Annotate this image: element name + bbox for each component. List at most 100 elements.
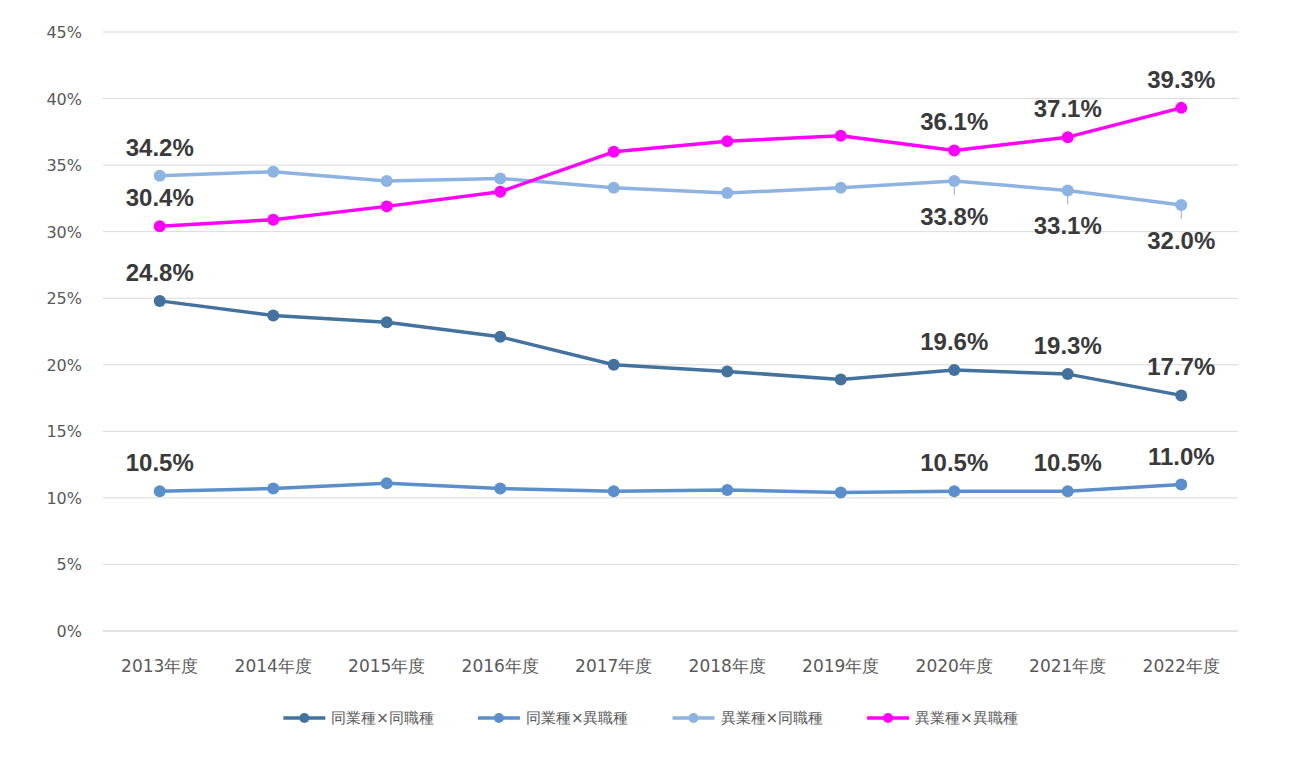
series-marker: [835, 487, 847, 499]
series-marker: [381, 200, 393, 212]
x-tick-label: 2014年度: [235, 656, 312, 676]
series-marker: [494, 483, 506, 495]
series-marker: [835, 130, 847, 142]
y-tick-label: 10%: [46, 489, 82, 508]
y-tick-label: 30%: [46, 223, 82, 242]
series-marker: [494, 331, 506, 343]
series-marker: [721, 135, 733, 147]
data-label: 19.3%: [1034, 332, 1102, 359]
y-tick-label: 45%: [46, 23, 82, 42]
series-marker: [608, 182, 620, 194]
legend: 同業種×同職種 同業種×異職種 異業種×同職種 異業種×異職種: [283, 709, 1017, 727]
data-label: 30.4%: [126, 184, 194, 211]
series-marker: [721, 187, 733, 199]
data-label: 11.0%: [1148, 443, 1215, 470]
x-tick-label: 2022年度: [1143, 656, 1220, 676]
legend-label: 同業種×異職種: [526, 709, 629, 727]
data-label: 24.8%: [126, 259, 194, 286]
legend-item: 異業種×異職種: [867, 709, 1018, 727]
grid-line: [103, 631, 1238, 632]
series-line: [160, 108, 1182, 226]
y-tick-label: 0%: [57, 622, 82, 641]
series-marker: [494, 186, 506, 198]
leader-line: [1181, 211, 1182, 219]
series-marker: [721, 365, 733, 377]
series-marker: [381, 316, 393, 328]
grid-line: [103, 32, 1238, 33]
series-marker: [267, 166, 279, 178]
y-tick-label: 15%: [46, 422, 82, 441]
grid-line: [103, 364, 1238, 365]
series-marker: [721, 484, 733, 496]
data-label: 34.2%: [126, 134, 194, 161]
grid-line: [103, 497, 1238, 498]
legend-swatch-marker: [299, 713, 309, 723]
data-label: 33.1%: [1034, 212, 1102, 239]
legend-label: 異業種×同職種: [721, 709, 824, 727]
series-marker: [381, 477, 393, 489]
series-marker: [948, 364, 960, 376]
plot-data: [154, 102, 1188, 499]
series-marker: [267, 310, 279, 322]
y-tick-label: 35%: [46, 156, 82, 175]
series-marker: [1175, 199, 1187, 211]
series-marker: [154, 295, 166, 307]
series-marker: [948, 485, 960, 497]
data-label: 32.0%: [1147, 227, 1215, 254]
series-marker: [1175, 479, 1187, 491]
grid-line: [103, 431, 1238, 432]
series-line: [160, 301, 1182, 396]
series-marker: [1062, 485, 1074, 497]
legend-item: 同業種×異職種: [478, 709, 629, 727]
legend-swatch-marker: [494, 713, 504, 723]
series-marker: [154, 485, 166, 497]
series-marker: [1062, 184, 1074, 196]
series-line: [160, 483, 1182, 492]
x-tick-label: 2015年度: [348, 656, 425, 676]
x-tick-label: 2018年度: [689, 656, 766, 676]
series-marker: [608, 146, 620, 158]
series-marker: [608, 359, 620, 371]
series-marker: [267, 214, 279, 226]
series-marker: [835, 373, 847, 385]
legend-item: 同業種×同職種: [283, 709, 434, 727]
series-marker: [1062, 368, 1074, 380]
legend-swatch-marker: [883, 713, 893, 723]
data-label: 39.3%: [1147, 66, 1215, 93]
y-tick-label: 25%: [46, 289, 82, 308]
series-marker: [1175, 389, 1187, 401]
data-label: 19.6%: [920, 328, 988, 355]
legend-item: 異業種×同職種: [673, 709, 824, 727]
leader-line: [1067, 196, 1068, 204]
leader-line: [954, 187, 955, 195]
x-axis-line: [103, 631, 1238, 632]
grid-line: [103, 165, 1238, 166]
data-label: 37.1%: [1034, 95, 1102, 122]
series-marker: [608, 485, 620, 497]
series-marker: [154, 220, 166, 232]
series-line: [160, 172, 1182, 205]
x-tick-label: 2019年度: [802, 656, 879, 676]
series-marker: [948, 144, 960, 156]
data-label: 17.7%: [1147, 353, 1215, 380]
chart: 0%5%10%15%20%25%30%35%40%45%2013年度2014年度…: [0, 0, 1301, 762]
series-marker: [494, 172, 506, 184]
data-label: 10.5%: [126, 449, 194, 476]
series-marker: [154, 170, 166, 182]
legend-label: 同業種×同職種: [331, 709, 434, 727]
x-tick-label: 2020年度: [916, 656, 993, 676]
x-tick-label: 2017年度: [575, 656, 652, 676]
series-marker: [267, 483, 279, 495]
x-tick-label: 2013年度: [121, 656, 198, 676]
x-tick-label: 2016年度: [462, 656, 539, 676]
data-label: 10.5%: [1034, 449, 1102, 476]
y-tick-label: 20%: [46, 356, 82, 375]
legend-swatch-marker: [689, 713, 699, 723]
series-marker: [381, 175, 393, 187]
grid-line: [103, 298, 1238, 299]
series-marker: [948, 175, 960, 187]
y-tick-label: 40%: [46, 90, 82, 109]
series-marker: [1062, 131, 1074, 143]
x-tick-label: 2021年度: [1029, 656, 1106, 676]
grid: [103, 32, 1238, 631]
